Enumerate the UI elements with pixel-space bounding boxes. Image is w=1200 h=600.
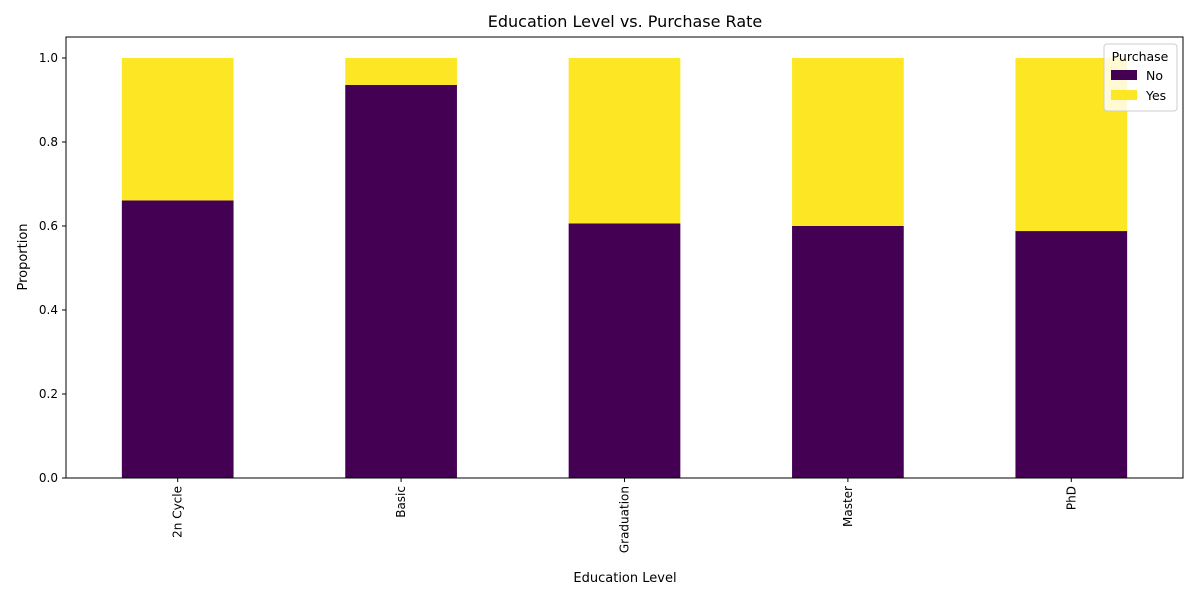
x-axis-label: Education Level [573, 571, 676, 586]
x-tick-label: PhD [1064, 486, 1078, 510]
bar-no-4 [1015, 231, 1128, 478]
bar-no-1 [345, 84, 457, 478]
x-tick-label: Master [841, 486, 855, 527]
x-tick-label: Graduation [618, 486, 632, 553]
legend-items: No Yes [1111, 68, 1166, 103]
x-tick-label: 2n Cycle [171, 486, 185, 538]
legend-label-yes: Yes [1145, 88, 1166, 103]
bar-yes-0 [121, 58, 234, 201]
legend-swatch-no [1111, 70, 1137, 80]
y-tick-label: 0.2 [39, 387, 58, 401]
bar-no-0 [121, 200, 234, 478]
y-tick-label: 1.0 [39, 51, 58, 65]
y-tick-label: 0.6 [39, 219, 58, 233]
bar-no-2 [568, 223, 681, 478]
bar-yes-2 [568, 58, 681, 224]
y-tick-label: 0.8 [39, 135, 58, 149]
bars-group [121, 58, 1128, 478]
legend-swatch-yes [1111, 90, 1137, 100]
y-tick-label: 0.4 [39, 303, 58, 317]
y-axis: 0.0 0.2 0.4 0.6 0.8 1.0 [39, 51, 66, 485]
legend-title: Purchase [1112, 49, 1169, 64]
x-axis: 2n Cycle Basic Graduation Master PhD [171, 478, 1078, 553]
bar-yes-1 [345, 58, 457, 85]
y-axis-label: Proportion [16, 223, 31, 290]
bar-no-3 [792, 226, 904, 478]
x-tick-label: Basic [394, 486, 408, 518]
bar-yes-3 [792, 58, 904, 226]
y-tick-label: 0.0 [39, 471, 58, 485]
legend: Purchase No Yes [1103, 43, 1178, 112]
chart-title: Education Level vs. Purchase Rate [488, 12, 762, 31]
legend-label-no: No [1146, 68, 1163, 83]
plot-frame [65, 36, 1184, 479]
